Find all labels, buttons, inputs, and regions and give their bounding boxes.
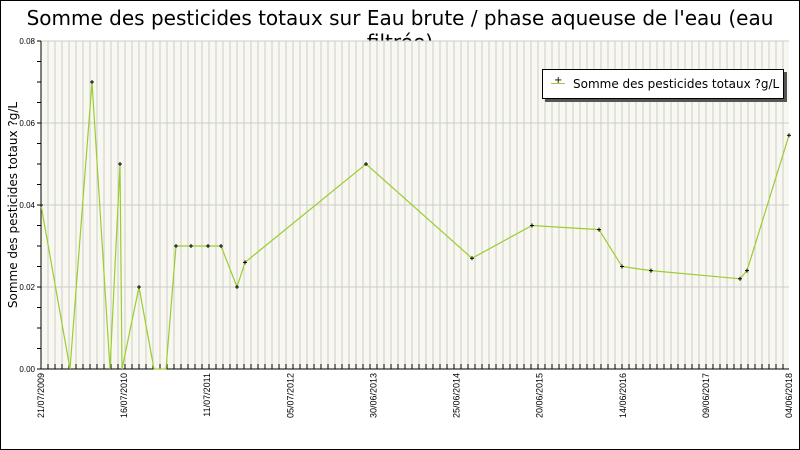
- x-tick-label: 16/07/2010: [119, 373, 129, 418]
- legend-line-marker-icon: [551, 75, 565, 89]
- chart-legend: Somme des pesticides totaux ?g/L: [542, 69, 784, 99]
- x-tick-label: 25/06/2014: [452, 373, 462, 418]
- y-tick-label: 0.00: [19, 365, 35, 374]
- x-tick-label: 20/06/2015: [535, 373, 545, 418]
- legend-label: Somme des pesticides totaux ?g/L: [573, 77, 780, 91]
- x-tick-label: 04/06/2018: [784, 373, 794, 418]
- y-tick-label: 0.06: [19, 119, 35, 128]
- y-tick-label: 0.08: [19, 37, 35, 46]
- x-tick-label: 11/07/2011: [202, 373, 212, 417]
- x-tick-label: 09/06/2017: [701, 373, 711, 418]
- y-tick-label: 0.02: [19, 283, 35, 292]
- x-tick-label: 21/07/2009: [36, 373, 46, 418]
- series-line: [40, 81, 790, 370]
- y-axis-title: Somme des pesticides totaux ?g/L: [6, 102, 20, 309]
- x-tick-label: 05/07/2012: [285, 373, 295, 418]
- x-tick-label: 14/06/2016: [618, 373, 628, 418]
- y-tick-label: 0.04: [19, 201, 35, 210]
- x-tick-label: 30/06/2013: [368, 373, 378, 418]
